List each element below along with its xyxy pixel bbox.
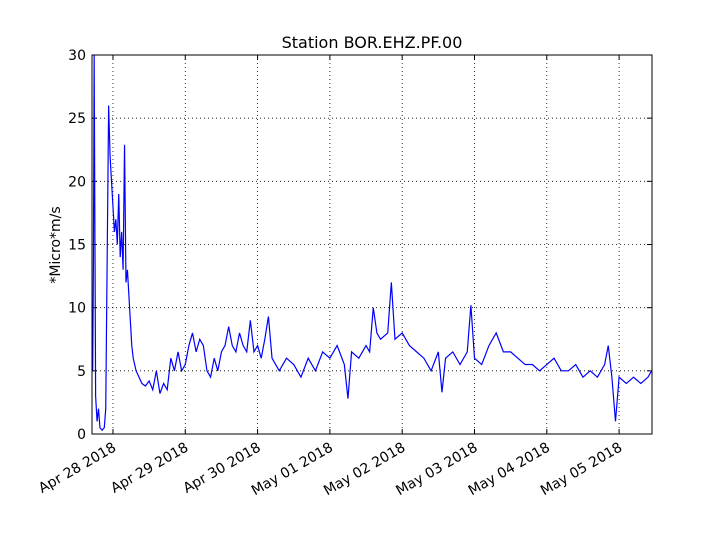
y-tick-label: 15 <box>68 238 86 254</box>
x-tick-label: May 03 2018 <box>393 440 480 500</box>
y-tick-label: 25 <box>68 111 86 127</box>
y-tick-label: 30 <box>68 48 86 64</box>
x-tick-label: May 01 2018 <box>249 440 336 500</box>
plot-frame <box>91 54 653 435</box>
x-tick-label: May 05 2018 <box>538 440 625 500</box>
y-tick-label: 0 <box>77 427 86 443</box>
chart-title: Station BOR.EHZ.PF.00 <box>282 33 463 52</box>
data-line <box>92 55 652 432</box>
y-tick-label: 10 <box>68 301 86 317</box>
y-axis-label: *Micro*m/s <box>48 206 64 283</box>
x-tick-label: Apr 29 2018 <box>108 440 191 497</box>
x-tick-label: May 02 2018 <box>321 440 408 500</box>
y-tick-label: 20 <box>68 174 86 190</box>
x-tick-label: Apr 28 2018 <box>36 440 119 497</box>
x-tick-label: May 04 2018 <box>466 440 553 500</box>
y-tick-label: 5 <box>77 364 86 380</box>
